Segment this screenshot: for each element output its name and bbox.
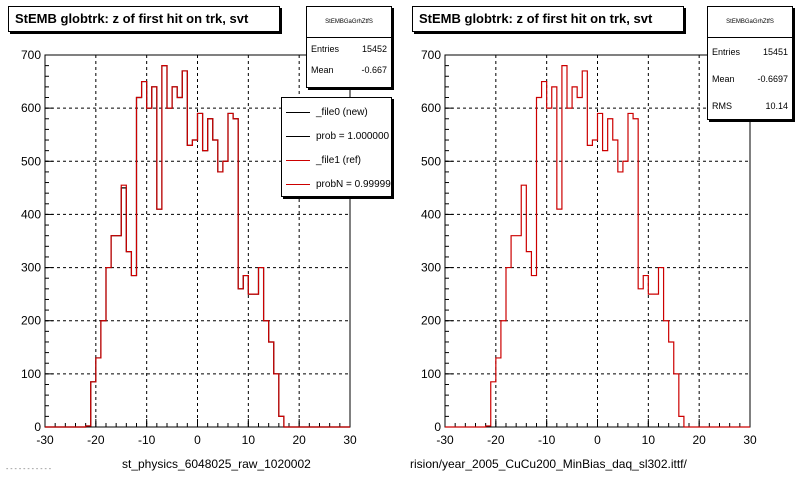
right-y-tick-label: 400 <box>421 207 441 221</box>
right-y-tick-label: 0 <box>434 420 441 434</box>
left-stats-value: 15452 <box>361 43 387 54</box>
right-x-tick-label: 30 <box>743 433 757 447</box>
right-stats-value: -0.6697 <box>757 73 788 84</box>
left-x-tick-label: 10 <box>242 433 256 447</box>
right-y-tick-label: 600 <box>421 101 441 115</box>
left-plot-title: StEMB globtrk: z of first hit on trk, sv… <box>8 6 280 32</box>
legend-entry-file1: _file1 (ref) <box>282 148 391 172</box>
left-x-tick-label: -30 <box>36 433 54 447</box>
left-histogram-series-1 <box>45 65 350 428</box>
right-plot-title: StEMB globtrk: z of first hit on trk, sv… <box>412 6 684 32</box>
left-y-tick-label: 200 <box>21 314 41 328</box>
right-stats-label: Entries <box>712 46 741 57</box>
left-filename: st_physics_6048025_raw_1020002 <box>122 457 311 471</box>
left-y-tick-label: 600 <box>21 101 41 115</box>
legend-label: _file0 (new) <box>316 106 368 118</box>
left-y-tick-label: 100 <box>21 367 41 381</box>
left-stats-box: StEMBGaGrhZtfS Entries 15452 Mean -0.667 <box>306 6 392 88</box>
left-stats-header: StEMBGaGrhZtfS <box>307 7 391 38</box>
left-x-tick-label: -20 <box>87 433 105 447</box>
legend-entry-file0: _file0 (new) <box>282 100 391 124</box>
right-y-tick-label: 200 <box>421 314 441 328</box>
right-histogram-series-0 <box>445 65 750 428</box>
legend-swatch <box>286 111 310 113</box>
left-stats-label: Entries <box>311 43 340 54</box>
legend-label: _file1 (ref) <box>316 154 362 166</box>
right-stats-row-entries: Entries 15451 <box>708 38 792 65</box>
left-y-tick-label: 300 <box>21 261 41 275</box>
right-y-tick-label: 500 <box>421 154 441 168</box>
right-stats-row-mean: Mean -0.6697 <box>708 65 792 92</box>
legend-swatch <box>286 183 310 185</box>
left-x-tick-label: -10 <box>138 433 156 447</box>
legend-swatch <box>286 159 310 161</box>
left-stats-value: -0.667 <box>361 64 387 75</box>
legend-swatch <box>286 135 310 137</box>
right-stats-row-rms: RMS 10.14 <box>708 92 792 119</box>
left-y-tick-label: 500 <box>21 154 41 168</box>
right-x-tick-label: 10 <box>642 433 656 447</box>
right-stats-value: 10.14 <box>765 100 788 111</box>
right-y-tick-label: 700 <box>421 48 441 62</box>
right-x-tick-label: 20 <box>692 433 706 447</box>
legend-entry-probn: probN = 0.99999 <box>282 172 391 196</box>
right-x-tick-label: -20 <box>487 433 505 447</box>
right-y-tick-label: 300 <box>421 261 441 275</box>
legend-entry-prob: prob = 1.000000 <box>282 124 391 148</box>
right-y-tick-label: 100 <box>421 367 441 381</box>
left-stats-row-mean: Mean -0.667 <box>307 59 391 80</box>
right-filename: rision/year_2005_CuCu200_MinBias_daq_sl3… <box>410 457 687 471</box>
left-stats-label: Mean <box>311 64 334 75</box>
left-x-tick-label: 20 <box>292 433 306 447</box>
left-y-tick-label: 400 <box>21 207 41 221</box>
left-x-tick-label: 0 <box>194 433 201 447</box>
left-y-tick-label: 700 <box>21 48 41 62</box>
right-stats-box: StEMBGaGrhZtfS Entries 15451 Mean -0.669… <box>707 6 793 120</box>
right-x-tick-label: 0 <box>594 433 601 447</box>
right-stats-label: Mean <box>712 73 735 84</box>
left-stats-row-entries: Entries 15452 <box>307 38 391 59</box>
left-legend: _file0 (new) prob = 1.000000 _file1 (ref… <box>281 97 392 197</box>
right-x-tick-label: -10 <box>538 433 556 447</box>
legend-label: prob = 1.000000 <box>316 130 390 142</box>
left-y-tick-label: 0 <box>34 420 41 434</box>
legend-label: probN = 0.99999 <box>316 178 391 190</box>
right-stats-label: RMS <box>712 100 732 111</box>
right-stats-value: 15451 <box>762 46 788 57</box>
footer-text: - - - - - - - - - - - <box>6 466 52 473</box>
right-stats-header: StEMBGaGrhZtfS <box>708 7 792 38</box>
right-x-tick-label: -30 <box>436 433 454 447</box>
left-x-tick-label: 30 <box>343 433 357 447</box>
